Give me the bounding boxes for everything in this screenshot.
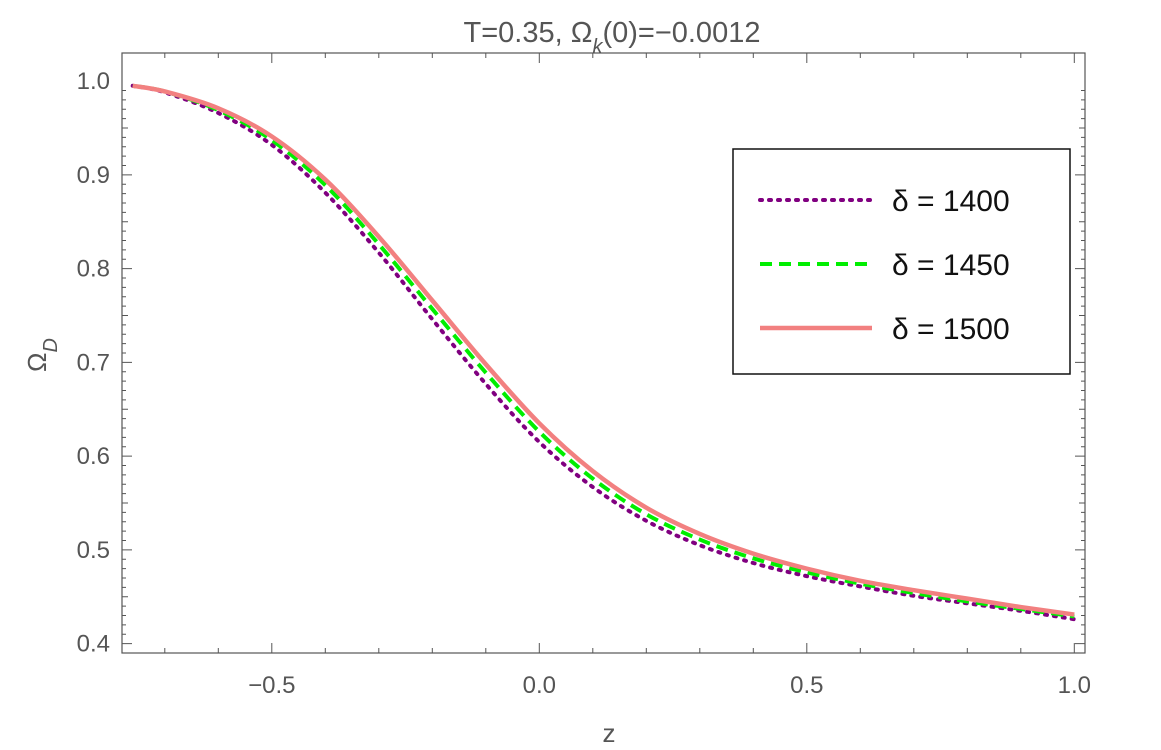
legend-label-1: δ = 1400: [892, 185, 1010, 218]
y-axis-label-base: Ω: [22, 353, 52, 372]
y-tick-label: 0.7: [77, 349, 110, 376]
y-tick-label: 0.5: [77, 537, 110, 564]
legend-label-3: δ = 1500: [892, 313, 1010, 346]
chart-title: T=0.35, Ωk(0)=−0.0012: [464, 17, 761, 58]
x-tick-label: −0.5: [248, 672, 295, 699]
legend-box: [732, 148, 1071, 375]
series-line-3: [132, 83, 1075, 617]
x-tick-label: 1.0: [1058, 672, 1091, 699]
x-ticks: [164, 53, 1075, 653]
x-tick-label: 0.5: [790, 672, 823, 699]
x-axis-label: z: [603, 718, 616, 748]
y-tick-label: 0.8: [77, 256, 110, 283]
y-tick-label: 1.0: [77, 68, 110, 95]
y-tick-label: 0.6: [77, 443, 110, 470]
chart-title-prefix: T=0.35,: [464, 17, 571, 49]
series-lines: [130, 83, 1077, 622]
y-axis-label: ΩD: [22, 338, 62, 372]
y-ticks: [122, 90, 1085, 654]
y-tick-labels: 0.4 0.5 0.6 0.7 0.8 0.9 1.0: [77, 68, 110, 658]
y-tick-label: 0.9: [77, 162, 110, 189]
x-tick-labels: −0.5 0.0 0.5 1.0: [248, 672, 1091, 699]
y-axis-label-subscript: D: [40, 338, 62, 352]
x-tick-label: 0.0: [523, 672, 556, 699]
series-line-1: [130, 83, 1077, 622]
chart-title-suffix: (0)=−0.0012: [602, 17, 760, 49]
legend-label-2: δ = 1450: [892, 249, 1010, 282]
series-line-2: [132, 83, 1075, 619]
y-tick-label: 0.4: [77, 631, 110, 658]
chart-title-subscript: k: [592, 36, 603, 58]
chart-title-omega: Ω: [571, 17, 593, 49]
legend: δ = 1400 δ = 1450 δ = 1500: [732, 148, 1071, 375]
